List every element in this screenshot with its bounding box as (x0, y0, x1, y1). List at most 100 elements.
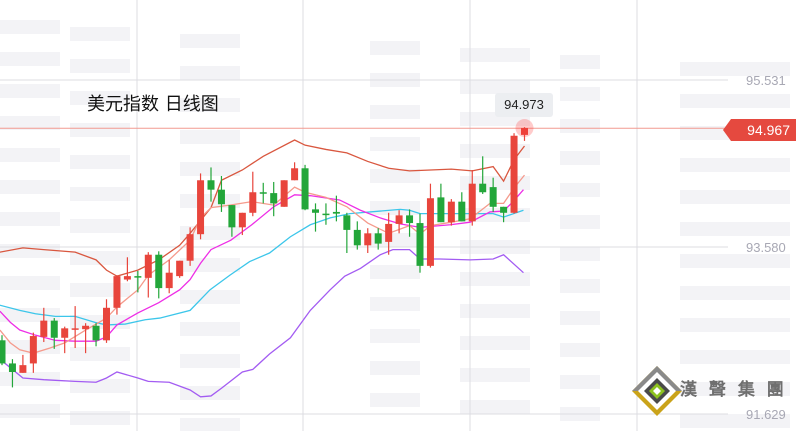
series-line-boll-lower (0, 248, 524, 398)
candle-body (312, 209, 319, 213)
background-block (70, 27, 130, 41)
y-tick-label: 93.580 (746, 240, 786, 255)
background-block (560, 183, 600, 197)
background-block (370, 329, 420, 343)
candle-body (217, 189, 225, 205)
candle-body (0, 340, 6, 364)
background-block (560, 55, 600, 69)
background-block (0, 116, 60, 130)
candle-body (437, 197, 445, 223)
background-block (560, 151, 600, 165)
background-block (0, 212, 60, 226)
series-line-ma-salmon (0, 174, 526, 354)
series-line-boll-upper (0, 139, 526, 277)
candle-body (395, 215, 403, 224)
candle-body (374, 233, 382, 244)
candle-body (123, 276, 131, 280)
background-block (680, 222, 790, 236)
background-block (0, 52, 60, 66)
candle-body (165, 272, 173, 289)
candle-body (406, 215, 414, 224)
background-block (370, 169, 420, 183)
background-block (680, 158, 790, 172)
background-block (180, 162, 240, 176)
candle-body (270, 193, 278, 204)
candle-body (186, 234, 194, 261)
background-block (460, 368, 530, 382)
background-block (180, 258, 240, 272)
candle-body (353, 229, 361, 246)
candle-body (249, 192, 257, 213)
background-block (0, 276, 60, 290)
background-block (180, 386, 240, 400)
background-block (560, 375, 600, 389)
background-block (70, 91, 130, 105)
candle-body (426, 198, 434, 266)
background-block (180, 354, 240, 368)
background-block (460, 336, 530, 350)
candle-body (447, 201, 455, 223)
candle-body (280, 180, 288, 207)
candle-body (8, 363, 16, 372)
background-block (460, 80, 530, 94)
background-block (180, 98, 240, 112)
current-price-tag: 94.967 (723, 119, 796, 141)
background-block (370, 137, 420, 151)
background-block (680, 94, 790, 108)
candle-body (291, 168, 299, 181)
candle-body (113, 276, 121, 308)
candle-body (228, 205, 236, 228)
candle-body (103, 307, 110, 341)
candle-body (479, 183, 487, 193)
background-block (370, 265, 420, 279)
candle-body (19, 365, 27, 373)
live-price-glow (515, 119, 534, 138)
y-tick-label: 91.629 (746, 407, 786, 422)
background-block (0, 308, 60, 322)
candle-body (301, 168, 309, 210)
candle-body (458, 201, 466, 222)
background-block (180, 130, 240, 144)
background-block (560, 279, 600, 293)
current-price-value: 94.967 (747, 122, 790, 138)
candle-body (416, 223, 424, 266)
candle-body (489, 187, 497, 207)
candle-body (364, 233, 372, 246)
background-block (70, 59, 130, 73)
candle-body (71, 328, 79, 330)
candle-body (510, 135, 518, 213)
background-block (680, 382, 790, 396)
background-block (460, 48, 530, 62)
series-line-ma-cyan (0, 208, 524, 326)
background-block (560, 343, 600, 357)
background-block (180, 290, 240, 304)
candle-body (259, 192, 267, 194)
candle-body (144, 254, 152, 278)
candle-body (50, 320, 58, 338)
chart-title: 美元指数 日线图 (87, 94, 219, 115)
candle-body (238, 212, 246, 228)
background-block (460, 400, 530, 414)
background-block (560, 311, 600, 325)
background-block (370, 393, 420, 407)
candle-body (343, 215, 351, 230)
candle-body (134, 276, 142, 278)
background-block (180, 194, 240, 208)
background-block (680, 286, 790, 300)
candle-body (197, 180, 205, 235)
background-block (680, 414, 790, 428)
candle-body (385, 223, 393, 242)
background-block (0, 148, 60, 162)
background-block (370, 297, 420, 311)
background-block (460, 272, 530, 286)
background-block (70, 219, 130, 233)
background-block (680, 254, 790, 268)
series-line-ma-magenta (0, 189, 524, 342)
candle-body (82, 325, 90, 330)
candle-body (322, 213, 330, 216)
background-block (180, 66, 240, 80)
background-block (370, 41, 420, 55)
candle-body (500, 206, 508, 213)
background-block (560, 87, 600, 101)
